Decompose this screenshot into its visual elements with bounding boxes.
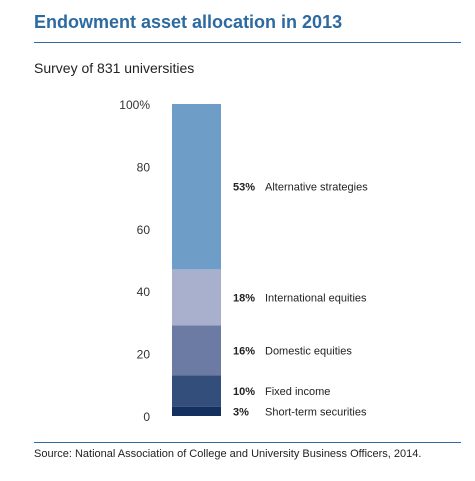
segment-name-label: Short-term securities	[265, 406, 367, 418]
y-tick-label: 0	[143, 410, 150, 424]
segment-name-label: International equities	[265, 292, 367, 304]
chart-subtitle: Survey of 831 universities	[34, 60, 195, 76]
segment-value-label: 53%	[233, 182, 255, 194]
y-tick-label: 40	[137, 285, 151, 299]
chart-title: Endowment asset allocation in 2013	[34, 12, 343, 32]
source-note: Source: National Association of College …	[34, 448, 422, 460]
bar-segment	[172, 375, 221, 407]
source-divider	[34, 442, 461, 443]
bar-segment	[172, 325, 221, 376]
segment-value-label: 10%	[233, 386, 255, 398]
segment-name-label: Alternative strategies	[265, 182, 368, 194]
bar-segment	[172, 104, 221, 270]
segment-name-label: Domestic equities	[265, 345, 352, 357]
y-tick-label: 100%	[119, 98, 150, 112]
segment-value-label: 3%	[233, 406, 249, 418]
bar-segment	[172, 406, 221, 416]
segment-value-label: 18%	[233, 292, 255, 304]
segment-value-label: 16%	[233, 345, 255, 357]
segment-name-label: Fixed income	[265, 386, 330, 398]
bar-segment	[172, 269, 221, 326]
y-tick-label: 60	[137, 223, 151, 237]
title-divider	[34, 42, 461, 43]
y-tick-label: 80	[137, 160, 151, 174]
y-tick-label: 20	[137, 348, 151, 362]
